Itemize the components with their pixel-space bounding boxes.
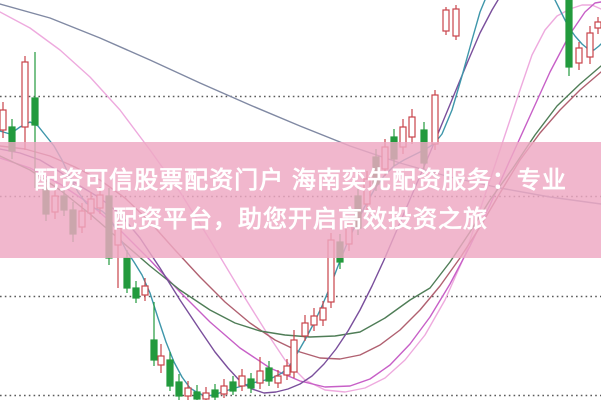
candle-body-up [184,387,192,397]
candle-body-up [452,8,460,37]
candle-body-up [290,339,298,373]
candle-body-up [21,61,29,128]
candle-body-down [175,381,183,397]
candle-body-down [229,381,237,392]
candle-body-up [141,285,149,296]
banner-text-line2: 配资平台，助您开启高效投资之旅 [113,206,488,233]
banner-text-line1: 配资可信股票配资门户 海南奕先配资服务：专业 [34,167,567,194]
candle-body-down [166,359,174,387]
promo-banner: 配资可信股票配资门户 海南奕先配资服务：专业 配资平台，助您开启高效投资之旅 [0,142,601,258]
candle-body-up [319,307,327,321]
candle-body-up [256,370,264,384]
candle-body-up [408,116,416,138]
candle-body-down [132,287,140,299]
candle-body-up [283,365,291,376]
candle-body-up [274,375,282,384]
candle-body-up [431,94,439,145]
candle-body-up [586,32,594,58]
candle-body-down [247,378,255,389]
candle-body-down [565,0,573,68]
candle-body-up [0,109,7,131]
candle-body-up [301,322,309,337]
candle-body-up [220,385,228,395]
candle-body-down [150,339,158,361]
candle-body-up [202,392,210,400]
candle-body-up [157,355,165,366]
candle-body-down [123,257,131,289]
candle-body-up [238,375,246,387]
candle-body-up [594,21,601,29]
candle-body-up [442,9,450,32]
candle-body-down [265,367,273,382]
candle-body-up [575,47,583,64]
candle-body-down [211,389,219,398]
candle-body-up [310,315,318,326]
candle-body-down [31,97,39,126]
ma-teal-right [554,0,601,51]
candle-body-down [193,391,201,400]
